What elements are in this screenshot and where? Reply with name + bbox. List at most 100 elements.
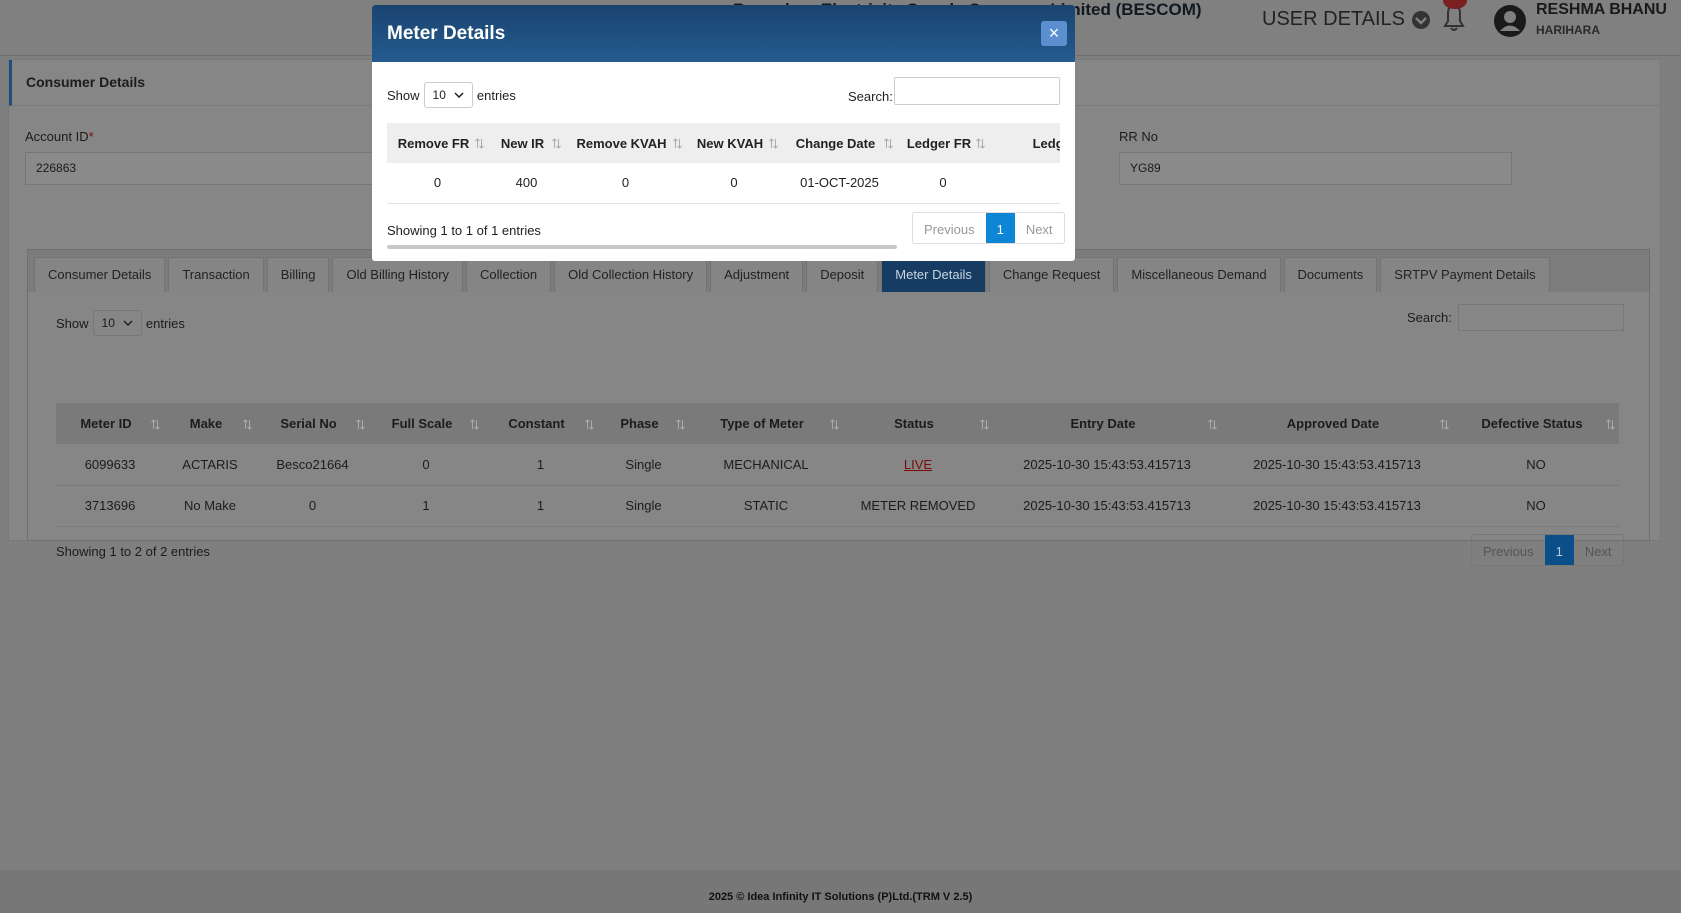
meter-table: Meter ID Make Serial No Full Scale Constant P… [56,403,1619,527]
column-title: Remove KVAH [576,135,667,151]
cell-text: 0 [422,456,430,472]
cell-text: 2025-10-30 15:43:53.415713 [1253,456,1421,472]
cell-text: STATIC [743,498,789,513]
sort-icon [585,418,594,430]
column-header[interactable]: Approved Date [1221,403,1453,444]
table-cell: 400 [488,163,565,204]
column-header[interactable]: New IR [488,123,565,163]
table-cell: 1 [483,444,598,486]
horizontal-scrollbar[interactable] [387,245,897,249]
label-text: Account ID [25,129,89,144]
column-header[interactable]: Serial No [256,403,369,444]
tab[interactable]: Collection [466,257,552,292]
column-header[interactable]: Full Scale [369,403,483,444]
cell-text: No Make [183,498,237,513]
length-select[interactable]: 10 [423,82,473,108]
page-button[interactable]: Next [1584,544,1612,559]
cell-text: 2025-10-30 15:43:53.415713 [1253,498,1421,513]
search-label: Search: [848,89,893,104]
page-button[interactable]: Previous [1483,544,1534,559]
search-control: Search: [1407,304,1624,331]
column-header[interactable]: Entry Date [993,403,1221,444]
field-label: Account ID* [25,129,94,144]
sort-icon [1440,418,1449,430]
tab[interactable]: Consumer Details [34,257,166,292]
account-id-input[interactable]: 226863 [25,152,425,185]
sort-icon [1606,418,1615,430]
cell-text: 2025-10-30 15:43:53.415713 [1023,498,1191,513]
modal-title: Meter Details [387,23,506,44]
column-title: Approved Date [1286,416,1380,431]
cell-text: 400 [515,175,538,191]
column-header[interactable]: Constant [483,403,598,444]
tab[interactable]: Adjustment [710,257,804,292]
column-header[interactable]: Remove FR [387,123,488,163]
avatar[interactable] [1493,4,1527,38]
table-cell: 6099633 [56,444,164,486]
tab[interactable]: Meter Details [881,257,986,292]
column-header[interactable]: Make [164,403,256,444]
cell-text: 3713696 [84,498,136,513]
page-button[interactable]: Previous [924,222,975,237]
table-cell: 2025-10-30 15:43:53.415713 [993,485,1221,527]
tab[interactable]: Old Billing History [332,257,464,292]
sort-icon [151,418,160,430]
dropdown-icon [454,92,464,98]
sort-icon [673,138,682,149]
tab-strip: Consumer Details Transaction Billing Old Bi… [28,250,1649,292]
column-header[interactable]: Change Date [782,123,897,163]
sort-icon [769,138,778,149]
rr-no-input[interactable]: YG89 [1119,152,1512,185]
show-label: Show [56,315,89,331]
table-cell: STATIC [689,485,843,527]
modal-header: Meter Details × [372,5,1075,62]
table-cell: 0 [256,485,369,527]
search-input[interactable] [894,77,1060,105]
show-label: Show [387,87,420,103]
tab[interactable]: Change Request [988,257,1115,292]
column-header[interactable]: Ledger FR [897,123,989,163]
column-title: Remove FR [397,135,470,151]
modal-table-scroll: Remove FR New IR Remove KVAH New KVAH Change… [387,123,1060,205]
notification-bell[interactable] [1434,0,1474,36]
page-button[interactable]: Next [1025,222,1053,237]
close-button[interactable]: × [1041,21,1067,46]
tab[interactable]: Documents [1283,257,1378,292]
tab[interactable]: Transaction [168,257,264,292]
tab[interactable]: Billing [266,257,330,292]
cell-text: 1 [422,498,430,513]
tab[interactable]: SRTPV Payment Details [1380,257,1550,292]
cell-text: Besco21664 [276,456,349,472]
tab[interactable]: Miscellaneous Demand [1117,257,1281,292]
table-cell: No Make [164,485,256,527]
page-button[interactable]: 1 [985,213,1015,243]
column-header[interactable]: Ledger KVAH [989,123,1060,163]
column-header[interactable]: Type of Meter [689,403,843,444]
tab[interactable]: Deposit [806,257,879,292]
column-title: Phase [620,416,659,431]
pagination: Previous 1 Next [1471,534,1624,566]
sort-icon [830,418,839,430]
column-title: New KVAH [696,135,764,151]
column-header[interactable]: Phase [598,403,689,444]
column-header[interactable]: Meter ID [56,403,164,444]
column-header[interactable]: Status [843,403,993,444]
search-input[interactable] [1457,304,1624,331]
column-title: Meter ID [80,416,132,431]
user-menu-label[interactable]: USER DETAILS [1262,8,1405,30]
length-select[interactable]: 10 [92,310,142,336]
column-title: Make [189,416,223,431]
page-button[interactable]: 1 [1544,535,1574,565]
column-header[interactable]: New KVAH [686,123,782,163]
column-header[interactable]: Remove KVAH [565,123,686,163]
column-title: Ledger FR [906,135,972,151]
search-label: Search: [1407,310,1452,325]
table-cell: NO [1453,444,1619,486]
sort-icon [976,138,985,149]
length-value: 10 [432,88,446,102]
tab[interactable]: Old Collection History [554,257,708,292]
user-menu[interactable]: USER DETAILS [1262,8,1431,31]
column-header[interactable]: Defective Status [1453,403,1619,444]
